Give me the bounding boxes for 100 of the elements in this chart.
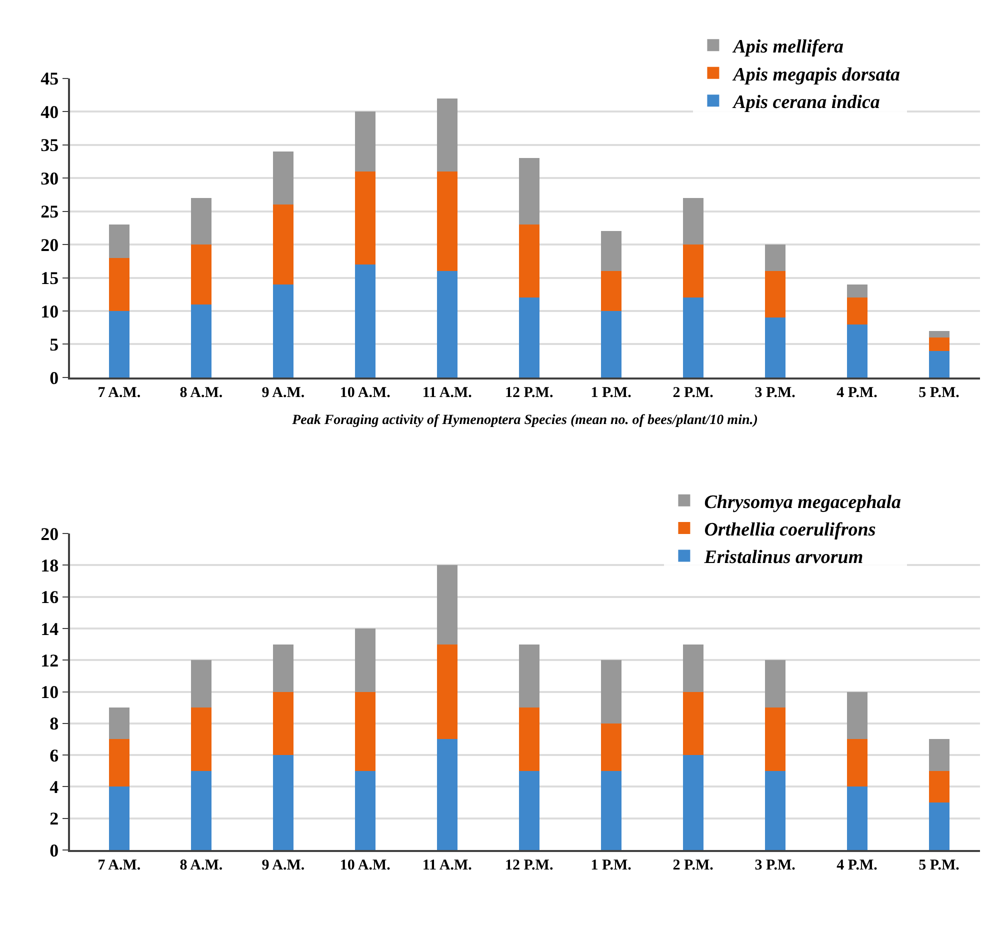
- bar: [846, 298, 868, 324]
- x-tick-label: 3 P.M.: [754, 858, 796, 874]
- bar: [354, 770, 376, 850]
- bar: [682, 755, 704, 850]
- bar: [108, 739, 130, 787]
- x-tick-label: 5 P.M.: [918, 858, 960, 874]
- bar: [764, 244, 786, 272]
- y-tick-label: 0: [50, 840, 59, 860]
- legend-label: Apis megapis dorsata: [732, 64, 900, 86]
- bar: [764, 271, 786, 318]
- y-tick-label: 25: [40, 202, 59, 222]
- x-tick-label: 1 P.M.: [590, 858, 632, 874]
- legend-label: Apis mellifera: [732, 36, 844, 58]
- y-tick-label: 10: [40, 682, 59, 702]
- bar: [846, 692, 868, 740]
- bar: [600, 660, 622, 724]
- x-tick-label: 9 A.M.: [262, 858, 305, 874]
- x-tick-label: 12 P.M.: [505, 385, 554, 402]
- bar: [600, 231, 622, 272]
- x-tick-label: 8 A.M.: [180, 858, 223, 874]
- legend-label: Chrysomya megacephala: [704, 492, 902, 513]
- bar: [108, 708, 130, 740]
- y-tick-label: 4: [50, 776, 59, 797]
- bar: [272, 755, 294, 850]
- bar: [928, 338, 950, 351]
- bar: [928, 350, 950, 378]
- bar: [436, 565, 458, 644]
- bar: [190, 198, 212, 245]
- bar: [272, 284, 294, 378]
- bar: [190, 708, 212, 771]
- bar: [436, 644, 458, 740]
- bar: [600, 770, 622, 850]
- x-tick-label: 9 A.M.: [262, 385, 305, 402]
- y-tick-label: 30: [40, 168, 59, 188]
- bar: [682, 244, 704, 298]
- y-tick-label: 20: [40, 524, 59, 544]
- bar: [682, 692, 704, 756]
- y-tick-label: 40: [40, 102, 59, 122]
- x-tick-label: 4 P.M.: [836, 858, 878, 874]
- x-tick-label: 8 A.M.: [180, 385, 223, 402]
- x-tick-label: 10 A.M.: [340, 385, 391, 402]
- bar: [764, 708, 786, 771]
- legend-label: Apis cerana indica: [732, 92, 880, 113]
- x-tick-label: 2 P.M.: [672, 385, 714, 402]
- legend-label: Eristalinus arvorum: [703, 547, 864, 568]
- bar: [928, 739, 950, 771]
- y-tick-label: 35: [40, 135, 59, 156]
- x-tick-label: 10 A.M.: [340, 858, 391, 874]
- y-tick-label: 16: [40, 587, 59, 608]
- bar: [108, 224, 130, 258]
- bar: [928, 770, 950, 803]
- bar: [354, 692, 376, 771]
- x-tick-label: 11 A.M.: [422, 385, 472, 402]
- y-tick-label: 18: [40, 555, 59, 576]
- bar: [436, 739, 458, 850]
- y-tick-label: 14: [40, 618, 59, 639]
- bar: [846, 786, 868, 850]
- y-tick-label: 2: [50, 808, 59, 829]
- y-tick-label: 8: [50, 714, 59, 734]
- bar: [108, 311, 130, 378]
- y-tick-label: 45: [40, 68, 59, 89]
- x-tick-label: 5 P.M.: [918, 385, 960, 402]
- x-tick-label: 7 A.M.: [98, 385, 141, 402]
- bar: [272, 151, 294, 205]
- x-axis-title: Peak Foraging activity of Hymenoptera Species (mean no. of bees/plant/10 min.): [292, 413, 758, 428]
- bar: [928, 802, 950, 850]
- bar: [600, 271, 622, 312]
- bar: [354, 171, 376, 264]
- bar: [354, 264, 376, 378]
- bar: [518, 298, 540, 378]
- x-tick-label: 4 P.M.: [836, 385, 878, 402]
- bar: [682, 198, 704, 245]
- x-tick-label: 1 P.M.: [590, 385, 632, 402]
- y-tick-label: 20: [40, 234, 59, 255]
- bar: [354, 112, 376, 172]
- bar: [846, 324, 868, 378]
- y-tick-label: 15: [40, 268, 59, 288]
- y-tick-label: 5: [50, 334, 59, 355]
- bar: [764, 770, 786, 850]
- y-tick-label: 6: [50, 745, 59, 766]
- bar: [518, 644, 540, 708]
- bar: [600, 723, 622, 771]
- bar: [354, 628, 376, 692]
- bar: [272, 644, 294, 692]
- x-tick-label: 11 A.M.: [422, 858, 472, 874]
- bar: [272, 692, 294, 756]
- bar: [436, 171, 458, 272]
- bar: [518, 224, 540, 298]
- bar: [518, 708, 540, 771]
- y-tick-label: 0: [50, 368, 59, 388]
- bar: [518, 770, 540, 850]
- bar: [190, 304, 212, 378]
- bar: [190, 770, 212, 850]
- bar: [436, 98, 458, 172]
- x-tick-label: 7 A.M.: [98, 858, 141, 874]
- bar: [600, 311, 622, 378]
- bar: [846, 739, 868, 787]
- bar: [108, 258, 130, 312]
- bar: [190, 660, 212, 708]
- legend-label: Orthellia coerulifrons: [704, 519, 876, 540]
